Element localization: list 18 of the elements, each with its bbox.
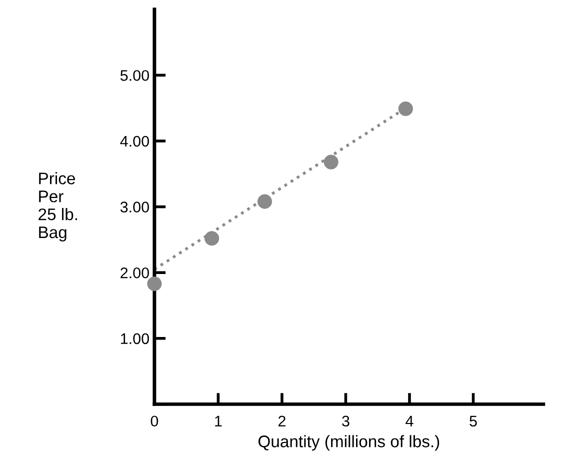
point [324,154,338,170]
y-tick-label: 3.00 [120,202,149,212]
y-tick-label: 1.00 [121,333,149,344]
y-tick-label: 2.00 [120,267,149,278]
y-axis-title: Price Per 25 lb. Bag [38,172,77,242]
x-axis-title: Quantity (millions of lbs.) [258,435,440,451]
point [204,231,220,246]
x-tick-label: 3 [342,416,350,427]
x-tick-label: 0 [150,416,158,427]
x-tick-label: 5 [470,416,477,427]
y-tick-label: 5.00 [120,70,149,81]
point [147,276,162,292]
point [257,194,272,209]
point [398,101,413,116]
x-tick-label: 1 [215,416,222,426]
x-tick-label: 4 [406,416,414,426]
y-tick-label: 4.00 [120,136,149,147]
x-tick-label: 2 [278,416,286,426]
